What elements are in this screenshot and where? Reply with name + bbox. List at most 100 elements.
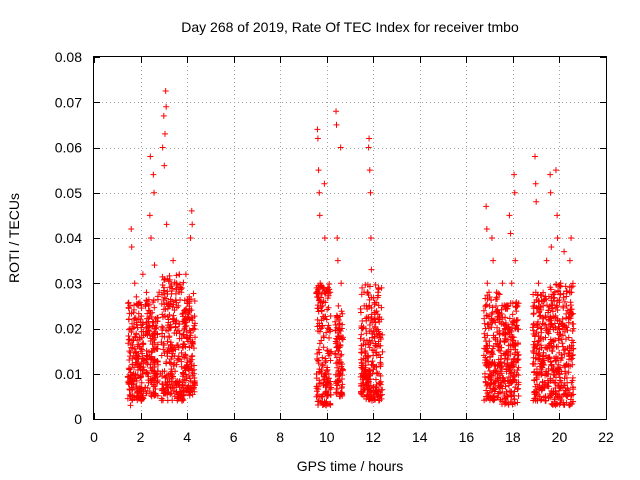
data-point [502,383,509,390]
data-point [189,221,196,228]
data-point [320,401,327,408]
x-tick-label: 8 [276,429,284,445]
x-tick-label: 0 [90,429,98,445]
data-point [321,398,328,405]
data-point [509,300,516,307]
data-point [537,312,544,319]
data-point [375,338,382,345]
x-tick-label: 14 [412,429,428,445]
data-point [188,296,195,303]
data-point [488,315,495,322]
data-point [165,384,172,391]
data-point [565,349,572,356]
data-point [125,379,132,386]
data-point [554,329,561,336]
data-point [485,393,492,400]
data-point [514,302,521,309]
data-point [508,399,515,406]
data-point [369,394,376,401]
data-point [125,373,132,380]
data-point [147,153,154,160]
data-point [187,378,194,385]
data-point [534,292,541,299]
data-point [497,388,504,395]
data-point [556,299,563,306]
data-point [540,315,547,322]
data-point [483,387,490,394]
data-point [500,375,507,382]
data-point [314,392,321,399]
data-point [151,262,158,269]
data-point [486,302,493,309]
data-point [565,369,572,376]
data-point [158,339,165,346]
data-point [177,388,184,395]
data-point [532,361,539,368]
data-point [559,340,566,347]
data-point [338,383,345,390]
data-point [498,370,505,377]
data-point [136,343,143,350]
data-point [359,325,366,332]
data-point [372,340,379,347]
x-tick-label: 12 [365,429,381,445]
data-point [489,351,496,358]
data-point [173,280,180,287]
data-point [510,392,517,399]
data-point [364,379,371,386]
data-point [171,330,178,337]
data-point [334,257,341,264]
data-point [143,320,150,327]
data-point [185,338,192,345]
data-point [315,167,322,174]
data-point [487,361,494,368]
data-point [515,364,522,371]
data-point [484,280,491,287]
data-point [367,189,374,196]
data-point [495,343,502,350]
data-point [545,365,552,372]
data-point [533,198,540,205]
data-point [141,357,148,364]
data-point [133,377,140,384]
data-point [192,382,199,389]
data-point [491,379,498,386]
data-point [126,336,133,343]
data-point [557,280,564,287]
data-point [140,340,147,347]
data-point [489,304,496,311]
data-point [128,225,135,232]
data-point [377,359,384,366]
data-point [544,370,551,377]
data-point [484,381,491,388]
data-point [358,370,365,377]
data-point [158,352,165,359]
data-point [314,135,321,142]
data-point [371,309,378,316]
data-point [143,297,150,304]
data-point [488,370,495,377]
data-point [368,266,375,273]
data-point [161,284,168,291]
data-point [181,388,188,395]
data-point [181,382,188,389]
data-point [481,397,488,404]
data-point [134,300,141,307]
x-tick-label: 16 [459,429,475,445]
data-point [364,392,371,399]
data-point [512,384,519,391]
data-point [335,348,342,355]
data-point [552,336,559,343]
data-point [483,203,490,210]
data-point [128,244,135,251]
data-point [337,144,344,151]
data-point [165,344,172,351]
data-point [508,280,515,287]
data-point [568,289,575,296]
data-point [162,373,169,380]
data-point [161,276,168,283]
data-point [185,314,192,321]
data-point [151,304,158,311]
data-point [371,323,378,330]
data-point [146,212,153,219]
